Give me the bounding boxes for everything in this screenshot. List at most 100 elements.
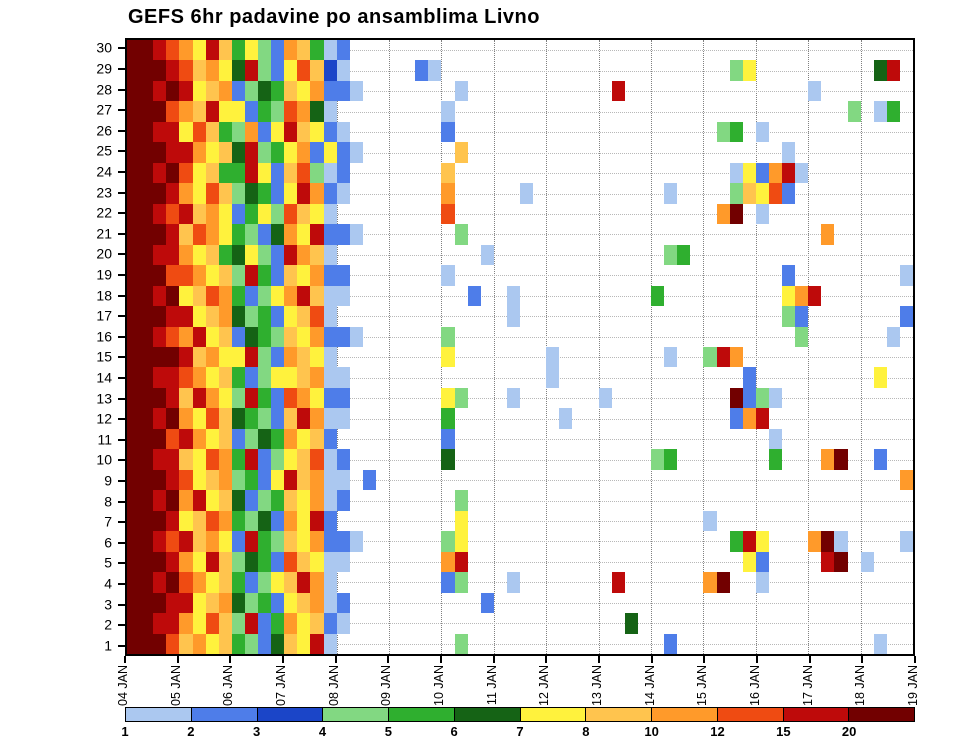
heatmap-cell [350,429,363,449]
heatmap-cell [533,367,546,387]
heatmap-cell [376,429,389,449]
heatmap-cell [834,286,847,306]
heatmap-cell [271,101,285,122]
heatmap-cell [271,387,285,409]
heatmap-cell [755,551,769,573]
heatmap-cell [690,449,703,469]
heatmap-cell [389,449,402,469]
heatmap-cell [455,60,468,80]
heatmap-cell [468,367,481,387]
y-tick-label: 3 [104,596,112,613]
heatmap-cell [415,81,428,101]
heatmap-cell [415,245,428,265]
heatmap-cell [586,634,599,654]
heatmap-cell [559,163,572,183]
heatmap-cell [337,306,350,326]
heatmap-cell [297,633,311,654]
heatmap-cell [651,511,664,531]
heatmap-cell [874,183,887,203]
heatmap-cell [455,347,468,367]
heatmap-cell [376,40,389,60]
heatmap-cell [559,449,572,469]
heatmap-cell [848,142,861,162]
heatmap-cell [455,265,468,285]
heatmap-cell [192,469,206,491]
heatmap-cell [310,408,324,429]
heatmap-cell [612,634,625,654]
heatmap-cell [638,388,651,408]
heatmap-cell [455,470,468,490]
heatmap-cell [455,306,468,326]
heatmap-cell [205,408,219,429]
heatmap-cell [127,572,141,593]
heatmap-cell [874,81,887,101]
heatmap-cell [795,122,808,142]
heatmap-cell [625,60,638,80]
heatmap-cell [638,265,651,285]
heatmap-cell [428,531,441,551]
heatmap-cell [572,511,585,531]
heatmap-cell [297,592,311,614]
heatmap-cell [402,531,415,551]
heatmap-cell [205,531,219,552]
heatmap-cell [900,388,913,408]
heatmap-cell [730,224,743,244]
heatmap-cell [468,388,481,408]
heatmap-cell [376,388,389,408]
heatmap-cell [127,633,141,654]
heatmap-cell [192,183,206,204]
heatmap-cell [494,613,507,633]
heatmap-cell [729,162,743,184]
heatmap-cell [441,387,455,409]
heatmap-cell [756,511,769,531]
heatmap-cell [415,613,428,633]
heatmap-cell [127,469,141,491]
heatmap-cell [336,469,350,491]
heatmap-cell [729,531,743,552]
heatmap-cell [507,245,520,265]
heatmap-cell [612,183,625,203]
heatmap-cell [769,593,782,613]
heatmap-cell [716,572,730,593]
heatmap-cell [834,327,847,347]
heatmap-cell [834,367,847,387]
heatmap-cell [481,122,494,142]
heatmap-cell [297,551,311,573]
heatmap-cell [808,613,821,633]
heatmap-cell [218,572,232,593]
heatmap-cell [389,142,402,162]
heatmap-cell [808,163,821,183]
heatmap-cell [743,470,756,490]
heatmap-cell [834,204,847,224]
heatmap-cell [821,367,834,387]
heatmap-cell [428,327,441,347]
heatmap-cell [205,80,219,102]
heatmap-cell [677,306,690,326]
heatmap-cell [297,183,311,204]
y-tick-label: 23 [96,184,112,201]
heatmap-cell [703,490,716,510]
y-tick [118,335,125,338]
gridline-horizontal [127,275,913,277]
heatmap-cell [638,511,651,531]
heatmap-cell [677,511,690,531]
heatmap-cell [468,593,481,613]
heatmap-cell [205,449,219,470]
gridlines [127,40,913,654]
heatmap-cell [572,306,585,326]
heatmap-cell [153,387,167,409]
heatmap-cell [441,593,454,613]
heatmap-cell [795,572,808,592]
heatmap-cell [506,285,520,307]
heatmap-cell [402,81,415,101]
heatmap-cell [756,593,769,613]
heatmap-cell [638,204,651,224]
heatmap-cell [664,183,678,204]
heatmap-cell [218,367,232,388]
heatmap-cell [900,122,913,142]
heatmap-cell [599,306,612,326]
heatmap-cell [717,40,730,60]
heatmap-cell [402,490,415,510]
heatmap-cell [192,490,206,511]
heatmap-cell [808,142,821,162]
